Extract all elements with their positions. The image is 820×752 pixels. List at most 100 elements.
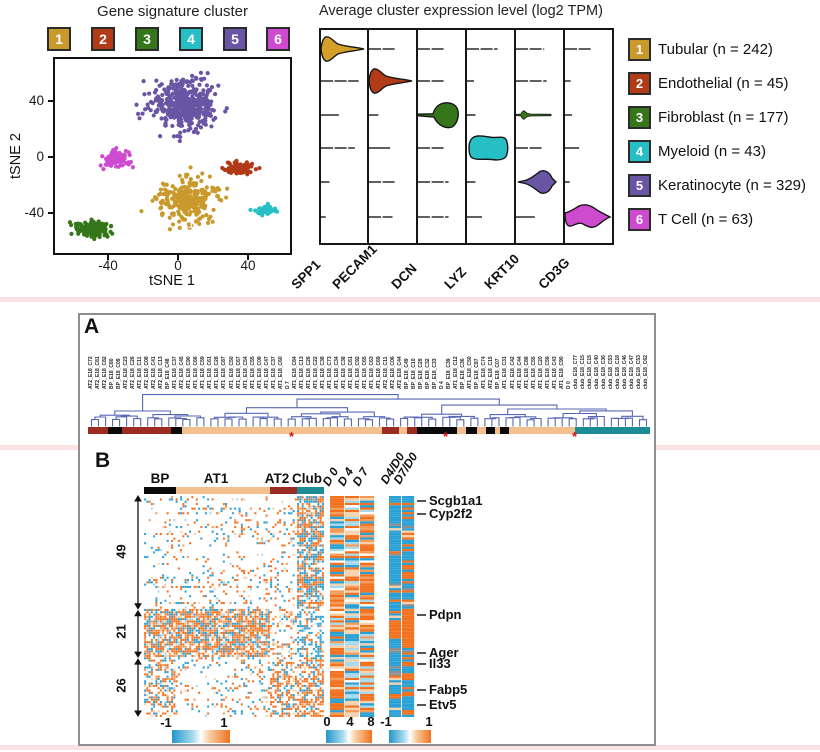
red-asterisk: * xyxy=(289,429,295,444)
gene-label-krt10: KRT10 xyxy=(481,251,523,292)
sample-label: club_E18_C18 xyxy=(614,355,621,389)
sample-label: AT2_E18_C15 xyxy=(488,356,495,389)
sample-label: AT1_E18_C61 xyxy=(207,356,214,389)
annotation-segment-dr xyxy=(407,427,417,434)
legend-number: 2 xyxy=(635,76,644,91)
ratio-heatmap xyxy=(389,496,415,717)
group-label-at2: AT2 xyxy=(264,471,290,486)
sample-label: BP_E18_C80 xyxy=(109,358,116,389)
sample-label: AT1_E18_C55 xyxy=(249,356,256,389)
sample-label: AT1_E18_C73 xyxy=(326,356,333,389)
sample-label: AT2_E18_C08 xyxy=(144,356,151,389)
sample-label: BP_E18_C36 xyxy=(460,358,467,389)
sample-label: AT2_E18_C11 xyxy=(137,356,144,389)
gene-label-cd3g: CD3G xyxy=(535,254,573,292)
annotation-segment-pe xyxy=(509,427,575,434)
sample-label: AT1_E18_C34 xyxy=(333,356,340,389)
gene-marker-cyp2f2: Cyp2f2 xyxy=(429,506,473,521)
gene-label-pecam1: PECAM1 xyxy=(329,241,380,292)
legend-label-endothelial: Endothelial (n = 45) xyxy=(658,75,789,92)
annotation-segment-bk xyxy=(500,427,509,434)
sample-label: BP_E18_C09 xyxy=(116,358,123,389)
sample-label: AT1_E18_C12 xyxy=(453,356,460,389)
y-tick-label: 40 xyxy=(28,93,44,108)
gene-tick xyxy=(417,689,426,691)
legend-number: 5 xyxy=(635,178,644,193)
cluster-6-swatch: 6 xyxy=(266,27,290,51)
svg-text:1: 1 xyxy=(188,219,194,231)
gene-tick xyxy=(417,652,426,654)
sample-label: club_E18_C62 xyxy=(642,355,649,389)
colgroup-bar-at1 xyxy=(176,487,270,494)
sample-label: D 0 xyxy=(565,381,572,389)
sample-label: AT1_E18_C66 xyxy=(193,356,200,389)
sample-label: BP_E18_C87 xyxy=(474,358,481,389)
sample-label: BP_E18_C10 xyxy=(411,358,418,389)
sample-label: D 7 xyxy=(284,381,291,389)
legend-number: 6 xyxy=(635,212,644,227)
legend-number: 3 xyxy=(635,110,644,125)
colgroup-bar-bp xyxy=(144,487,176,494)
panel-b-label: B xyxy=(95,449,111,472)
sample-label: AT2_E18_C44 xyxy=(397,356,404,389)
x-tick-label: -40 xyxy=(98,258,118,273)
colgroup-bar-club xyxy=(297,487,324,494)
row-group-21: 21 xyxy=(113,624,129,639)
y-tick xyxy=(48,100,53,102)
row-group-49: 49 xyxy=(113,544,129,559)
annotation-segment-bk xyxy=(486,427,495,434)
legend-number: 1 xyxy=(635,42,644,57)
sample-label: AT1_E18_C61 xyxy=(347,356,354,389)
gene-marker-ager: Ager xyxy=(429,645,459,660)
cluster-3-number: 3 xyxy=(143,31,151,47)
sample-label: AT1_E18_C38 xyxy=(340,356,347,389)
sample-label: AT1_E18_C59 xyxy=(544,356,551,389)
sample-label: AT1_E18_C65 xyxy=(361,356,368,389)
sample-label: AT2_E18_C45 xyxy=(179,356,186,389)
y-tick xyxy=(48,156,53,158)
x-tick-label: 40 xyxy=(240,258,256,273)
sample-label: AT1_E18_C90 xyxy=(558,356,565,389)
cluster-1-number: 1 xyxy=(55,31,63,47)
annotation-segment-bk xyxy=(417,427,457,434)
sample-label: AT2_E18_C72 xyxy=(88,356,94,389)
group-label-bp: BP xyxy=(150,471,170,486)
violin-panel-lyz xyxy=(465,28,517,245)
sample-label: AT1_E18_C84 xyxy=(291,356,298,389)
legend-label-tubular: Tubular (n = 242) xyxy=(658,41,773,58)
mid-scale-8: 8 xyxy=(367,714,375,729)
cluster-4-swatch: 4 xyxy=(179,27,203,51)
gene-label-dcn: DCN xyxy=(388,260,420,292)
sample-label: AT1_E18_C37 xyxy=(270,356,277,389)
sample-label: AT1_E18_C69 xyxy=(376,356,383,389)
annotation-segment-pe xyxy=(457,427,466,434)
sample-label: BP_E18_C07 xyxy=(495,358,502,389)
red-asterisk: * xyxy=(443,429,449,444)
annotation-segment-pe xyxy=(182,427,382,434)
violin-panel-pecam1 xyxy=(367,28,419,245)
timepoint-heatmap xyxy=(330,496,375,717)
sample-label: AT1_E18_C09 xyxy=(256,356,263,389)
annotation-segment-pe xyxy=(495,427,500,434)
separator-band xyxy=(0,745,820,750)
annotation-segment-dr xyxy=(382,427,399,434)
sample-label: AT1_E18_C20 xyxy=(537,356,544,389)
violin-panel-spp1 xyxy=(318,28,370,245)
gene-tick xyxy=(417,704,426,706)
sample-label: D 4 xyxy=(439,381,446,389)
legend-swatch-keratinocyte: 5 xyxy=(628,174,651,197)
y-axis-label: tSNE 2 xyxy=(8,133,24,179)
y-tick-label: -40 xyxy=(24,205,44,220)
gene-label-spp1: SPP1 xyxy=(288,256,324,292)
cluster-1-swatch: 1 xyxy=(47,27,71,51)
gene-tick xyxy=(417,500,426,502)
sample-label: BP_E18_C39 xyxy=(446,358,453,389)
sample-label: AT1_E18_C13 xyxy=(298,356,305,389)
legend-swatch-endothelial: 2 xyxy=(628,72,651,95)
legend-swatch-tcell: 6 xyxy=(628,208,651,231)
sample-label: AT2_E18_C81 xyxy=(95,356,102,389)
x-tick xyxy=(107,255,109,260)
annotation-segment-pe xyxy=(477,427,486,434)
sample-label: AT1_E18_C92 xyxy=(354,356,361,389)
legend-label-keratinocyte: Keratinocyte (n = 329) xyxy=(658,177,807,194)
